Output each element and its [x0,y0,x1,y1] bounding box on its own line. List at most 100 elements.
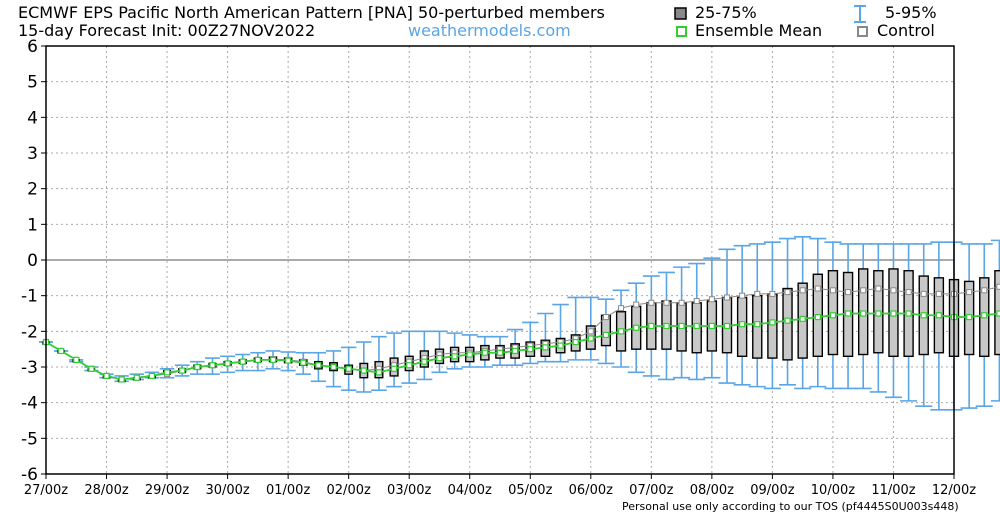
x-tick-label: 30/00z [205,483,249,498]
x-tick-label: 06/00z [569,483,613,498]
mean-marker [421,358,428,365]
legend-box-symbol [674,7,687,20]
y-tick-label: -6 [21,465,38,485]
x-tick-label: 10/00z [811,483,855,498]
legend-whisker-label: 5-95% [885,3,937,22]
mean-marker [875,310,882,317]
y-tick-label: -4 [21,394,38,414]
x-tick-label: 07/00z [629,483,673,498]
x-tick-label: 05/00z [508,483,552,498]
mean-marker [375,369,383,376]
mean-marker [602,331,610,338]
control-marker [663,299,670,306]
mean-marker [769,319,776,326]
mean-marker [966,313,973,321]
control-marker [602,314,609,321]
y-tick-label: 1 [27,215,38,235]
mean-marker [103,372,110,380]
mean-marker [527,346,534,353]
mean-marker [300,359,307,366]
mean-marker [390,365,398,372]
x-tick-label: 03/00z [387,483,431,498]
control-marker [693,298,700,305]
mean-marker [905,310,912,317]
mean-marker [406,362,413,369]
x-tick-label: 11/00z [871,483,915,498]
mean-marker [754,321,761,328]
mean-marker [512,347,519,355]
control-marker [678,299,685,306]
x-tick-label: 29/00z [145,483,189,498]
source-link[interactable]: weathermodels.com [408,21,571,40]
x-tick-label: 09/00z [750,483,794,498]
legend-control-label: Control [877,21,935,40]
y-tick-label: 6 [27,37,38,57]
mean-marker [572,338,579,346]
mean-marker [239,358,246,365]
mean-marker [194,363,201,371]
mean-marker [996,310,1000,317]
control-marker [860,287,867,294]
mean-marker [285,357,292,364]
x-tick-label: 01/00z [266,483,310,498]
mean-marker [617,328,625,335]
control-marker [981,287,988,294]
mean-marker [784,317,791,324]
legend-whisker-symbol [854,5,866,23]
control-marker [784,289,791,296]
mean-marker [496,349,504,356]
control-marker [996,283,1000,290]
iqr-box [767,293,778,359]
mean-marker [58,347,65,355]
y-tick-labels: -6 -5 -4 -3 -2 -1 0 1 2 3 4 5 6 [21,37,38,485]
mean-marker [315,362,322,369]
mean-marker [648,322,655,330]
control-marker [920,290,927,297]
y-tick-label: 3 [27,144,38,164]
x-tick-label: 04/00z [448,483,492,498]
control-marker [875,285,882,292]
mean-marker [330,363,337,371]
y-tick-label: -3 [21,358,38,378]
plot-frame [45,45,955,475]
mean-marker [708,322,715,330]
mean-marker [935,312,942,319]
control-marker [587,328,594,335]
x-tick-label: 08/00z [690,483,734,498]
mean-marker [163,369,171,376]
mean-marker [799,315,806,322]
mean-marker [73,356,80,363]
mean-marker [436,354,443,362]
mean-marker [678,322,685,330]
y-tick-label: 5 [27,73,38,93]
x-tick-label: 27/00z [24,483,68,498]
legend-mean-symbol [676,26,687,37]
x-tick-labels: 27/00z 28/00z 29/00z 30/00z 01/00z 02/00z 03/0… [24,483,976,498]
mean-marker [345,365,352,372]
mean-marker [890,310,897,317]
chart-title: ECMWF EPS Pacific North American Pattern… [18,3,605,22]
mean-marker [860,310,867,317]
chart-subtitle: 15-day Forecast Init: 00Z27NOV2022 [18,21,316,40]
mean-marker [269,356,277,363]
mean-marker [693,322,700,330]
mean-marker [587,335,594,342]
control-marker [769,290,776,297]
control-marker [754,290,761,297]
control-marker [618,305,625,312]
control-marker [708,296,715,303]
mean-marker [829,312,837,319]
mean-marker [88,365,95,372]
mean-marker [542,344,549,351]
mean-marker [981,312,988,319]
control-marker [890,287,897,294]
mean-marker [133,374,140,381]
y-tick-label: 2 [27,180,38,200]
x-tick-label: 02/00z [327,483,371,498]
iqr-box [782,287,793,361]
mean-marker [148,372,156,380]
x-tick-label: 28/00z [84,483,128,498]
control-marker [905,289,912,296]
mean-marker [844,310,852,317]
control-marker [966,289,973,296]
